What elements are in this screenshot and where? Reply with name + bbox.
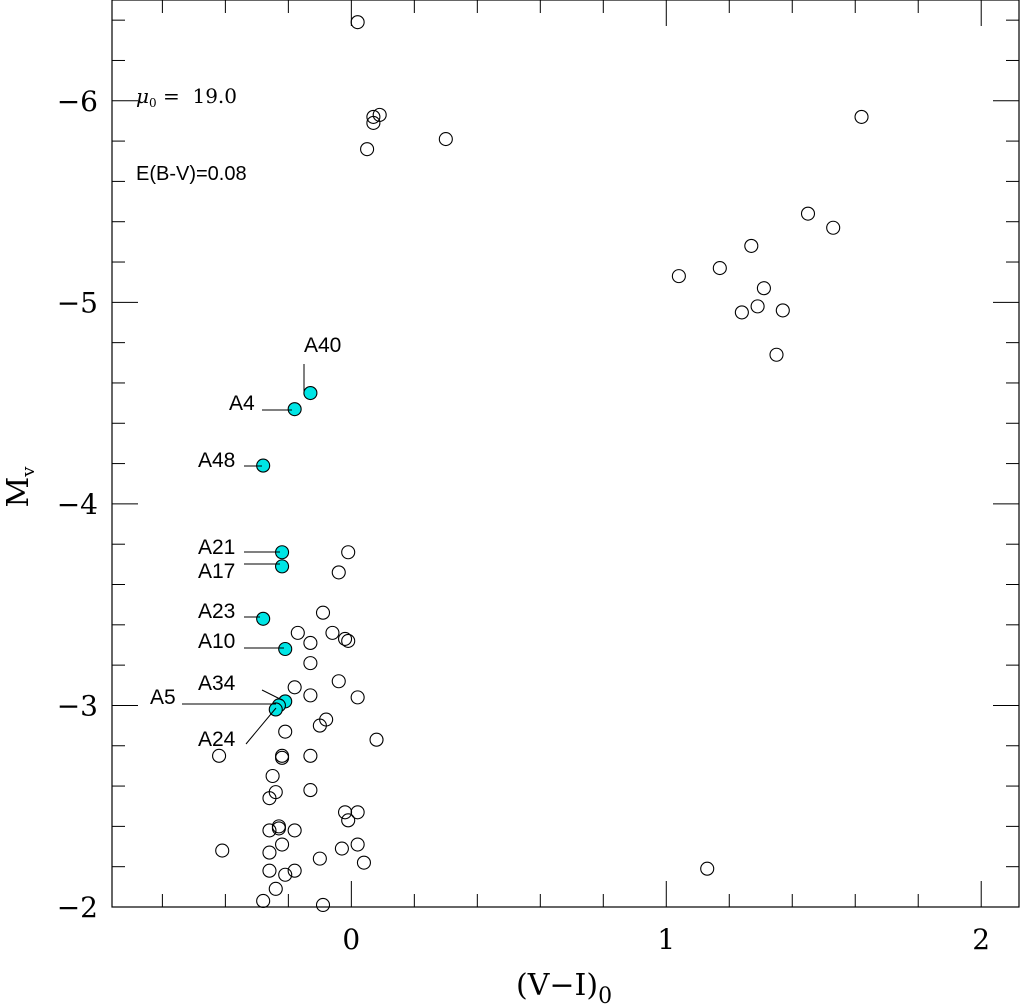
star-label-a4: A4 bbox=[229, 392, 255, 415]
data-point bbox=[334, 841, 349, 856]
tick-labels: 0 1 2 −6 −5 −4 −3 −2 bbox=[57, 85, 990, 956]
data-point bbox=[303, 635, 318, 651]
distance-modulus-annotation: μ0 = 19.0 bbox=[136, 84, 237, 110]
x-axis-label: (V−I)0 bbox=[516, 968, 612, 1008]
data-point bbox=[287, 823, 302, 838]
data-point bbox=[331, 565, 346, 580]
data-point bbox=[734, 305, 749, 320]
y-tick-label: −5 bbox=[57, 286, 98, 319]
data-point bbox=[271, 821, 286, 836]
star-label-a5: A5 bbox=[150, 686, 176, 709]
data-point bbox=[256, 893, 271, 909]
data-point bbox=[287, 863, 302, 878]
data-point bbox=[278, 867, 293, 882]
star-label-a17: A17 bbox=[198, 560, 235, 583]
star-label-a34: A34 bbox=[198, 672, 236, 695]
highlighted-point-a40 bbox=[303, 385, 318, 401]
data-point bbox=[775, 303, 790, 318]
highlighted-point-a17 bbox=[275, 559, 290, 574]
data-point bbox=[360, 142, 375, 157]
extinction-annotation: E(B-V)=0.08 bbox=[136, 163, 247, 185]
data-point bbox=[366, 115, 381, 130]
x-tick-label: 0 bbox=[342, 923, 360, 956]
data-point bbox=[268, 881, 283, 896]
data-point bbox=[366, 109, 381, 124]
data-point bbox=[750, 299, 765, 314]
data-point bbox=[712, 261, 727, 276]
y-tick-label: −2 bbox=[57, 891, 98, 924]
data-point bbox=[303, 688, 318, 703]
axis-ticks bbox=[112, 0, 1019, 908]
data-point bbox=[325, 625, 340, 640]
data-point bbox=[265, 768, 280, 784]
data-point bbox=[671, 269, 686, 284]
data-point bbox=[350, 805, 365, 820]
data-point bbox=[337, 631, 353, 646]
y-axis-label: Mv bbox=[1, 466, 39, 508]
data-point bbox=[341, 633, 356, 648]
star-label-a23: A23 bbox=[198, 600, 235, 623]
data-point bbox=[262, 823, 277, 838]
star-label-a40: A40 bbox=[304, 334, 341, 357]
y-tick-label: −4 bbox=[57, 488, 98, 521]
data-point bbox=[800, 206, 816, 221]
data-point bbox=[315, 605, 331, 620]
data-point bbox=[769, 347, 784, 362]
data-point bbox=[744, 238, 759, 253]
data-point bbox=[275, 750, 290, 765]
y-tick-label: −3 bbox=[57, 689, 98, 722]
data-point bbox=[356, 855, 371, 870]
data-point bbox=[262, 863, 277, 878]
data-point bbox=[275, 837, 290, 852]
data-point bbox=[315, 897, 331, 913]
data-points bbox=[212, 15, 869, 913]
x-tick-label: 1 bbox=[657, 923, 675, 956]
data-point bbox=[312, 718, 327, 733]
data-point bbox=[350, 837, 365, 852]
leader-line-a24 bbox=[245, 707, 277, 745]
data-point bbox=[438, 132, 453, 147]
data-point bbox=[756, 281, 771, 296]
y-tick-label: −6 bbox=[57, 85, 98, 118]
data-point bbox=[290, 625, 305, 640]
data-point bbox=[350, 15, 365, 30]
data-point bbox=[341, 545, 356, 560]
data-point bbox=[341, 813, 356, 828]
data-point bbox=[826, 220, 841, 235]
data-point bbox=[212, 748, 227, 763]
data-point bbox=[262, 845, 277, 860]
data-point bbox=[700, 861, 715, 876]
data-point bbox=[303, 656, 318, 671]
star-label-a10: A10 bbox=[198, 630, 235, 653]
data-point bbox=[350, 690, 365, 705]
highlighted-points bbox=[256, 385, 318, 717]
data-point bbox=[312, 851, 327, 866]
highlighted-point-a4 bbox=[287, 402, 302, 417]
plot-frame bbox=[111, 0, 1020, 908]
data-point bbox=[303, 748, 318, 763]
data-point bbox=[337, 805, 353, 820]
star-label-a24: A24 bbox=[198, 728, 236, 751]
data-point bbox=[287, 680, 302, 695]
star-label-a21: A21 bbox=[198, 536, 235, 559]
data-point bbox=[303, 783, 318, 798]
data-point bbox=[369, 732, 384, 747]
leader-line-a34 bbox=[261, 689, 283, 701]
highlighted-point-a10 bbox=[278, 641, 293, 657]
data-point bbox=[262, 791, 277, 806]
data-point bbox=[854, 109, 869, 124]
data-point bbox=[278, 724, 293, 739]
highlighted-point-a23 bbox=[256, 611, 271, 626]
data-point bbox=[215, 843, 230, 858]
x-tick-label: 2 bbox=[972, 923, 990, 956]
star-label-a48: A48 bbox=[198, 449, 235, 472]
data-point bbox=[331, 674, 346, 689]
